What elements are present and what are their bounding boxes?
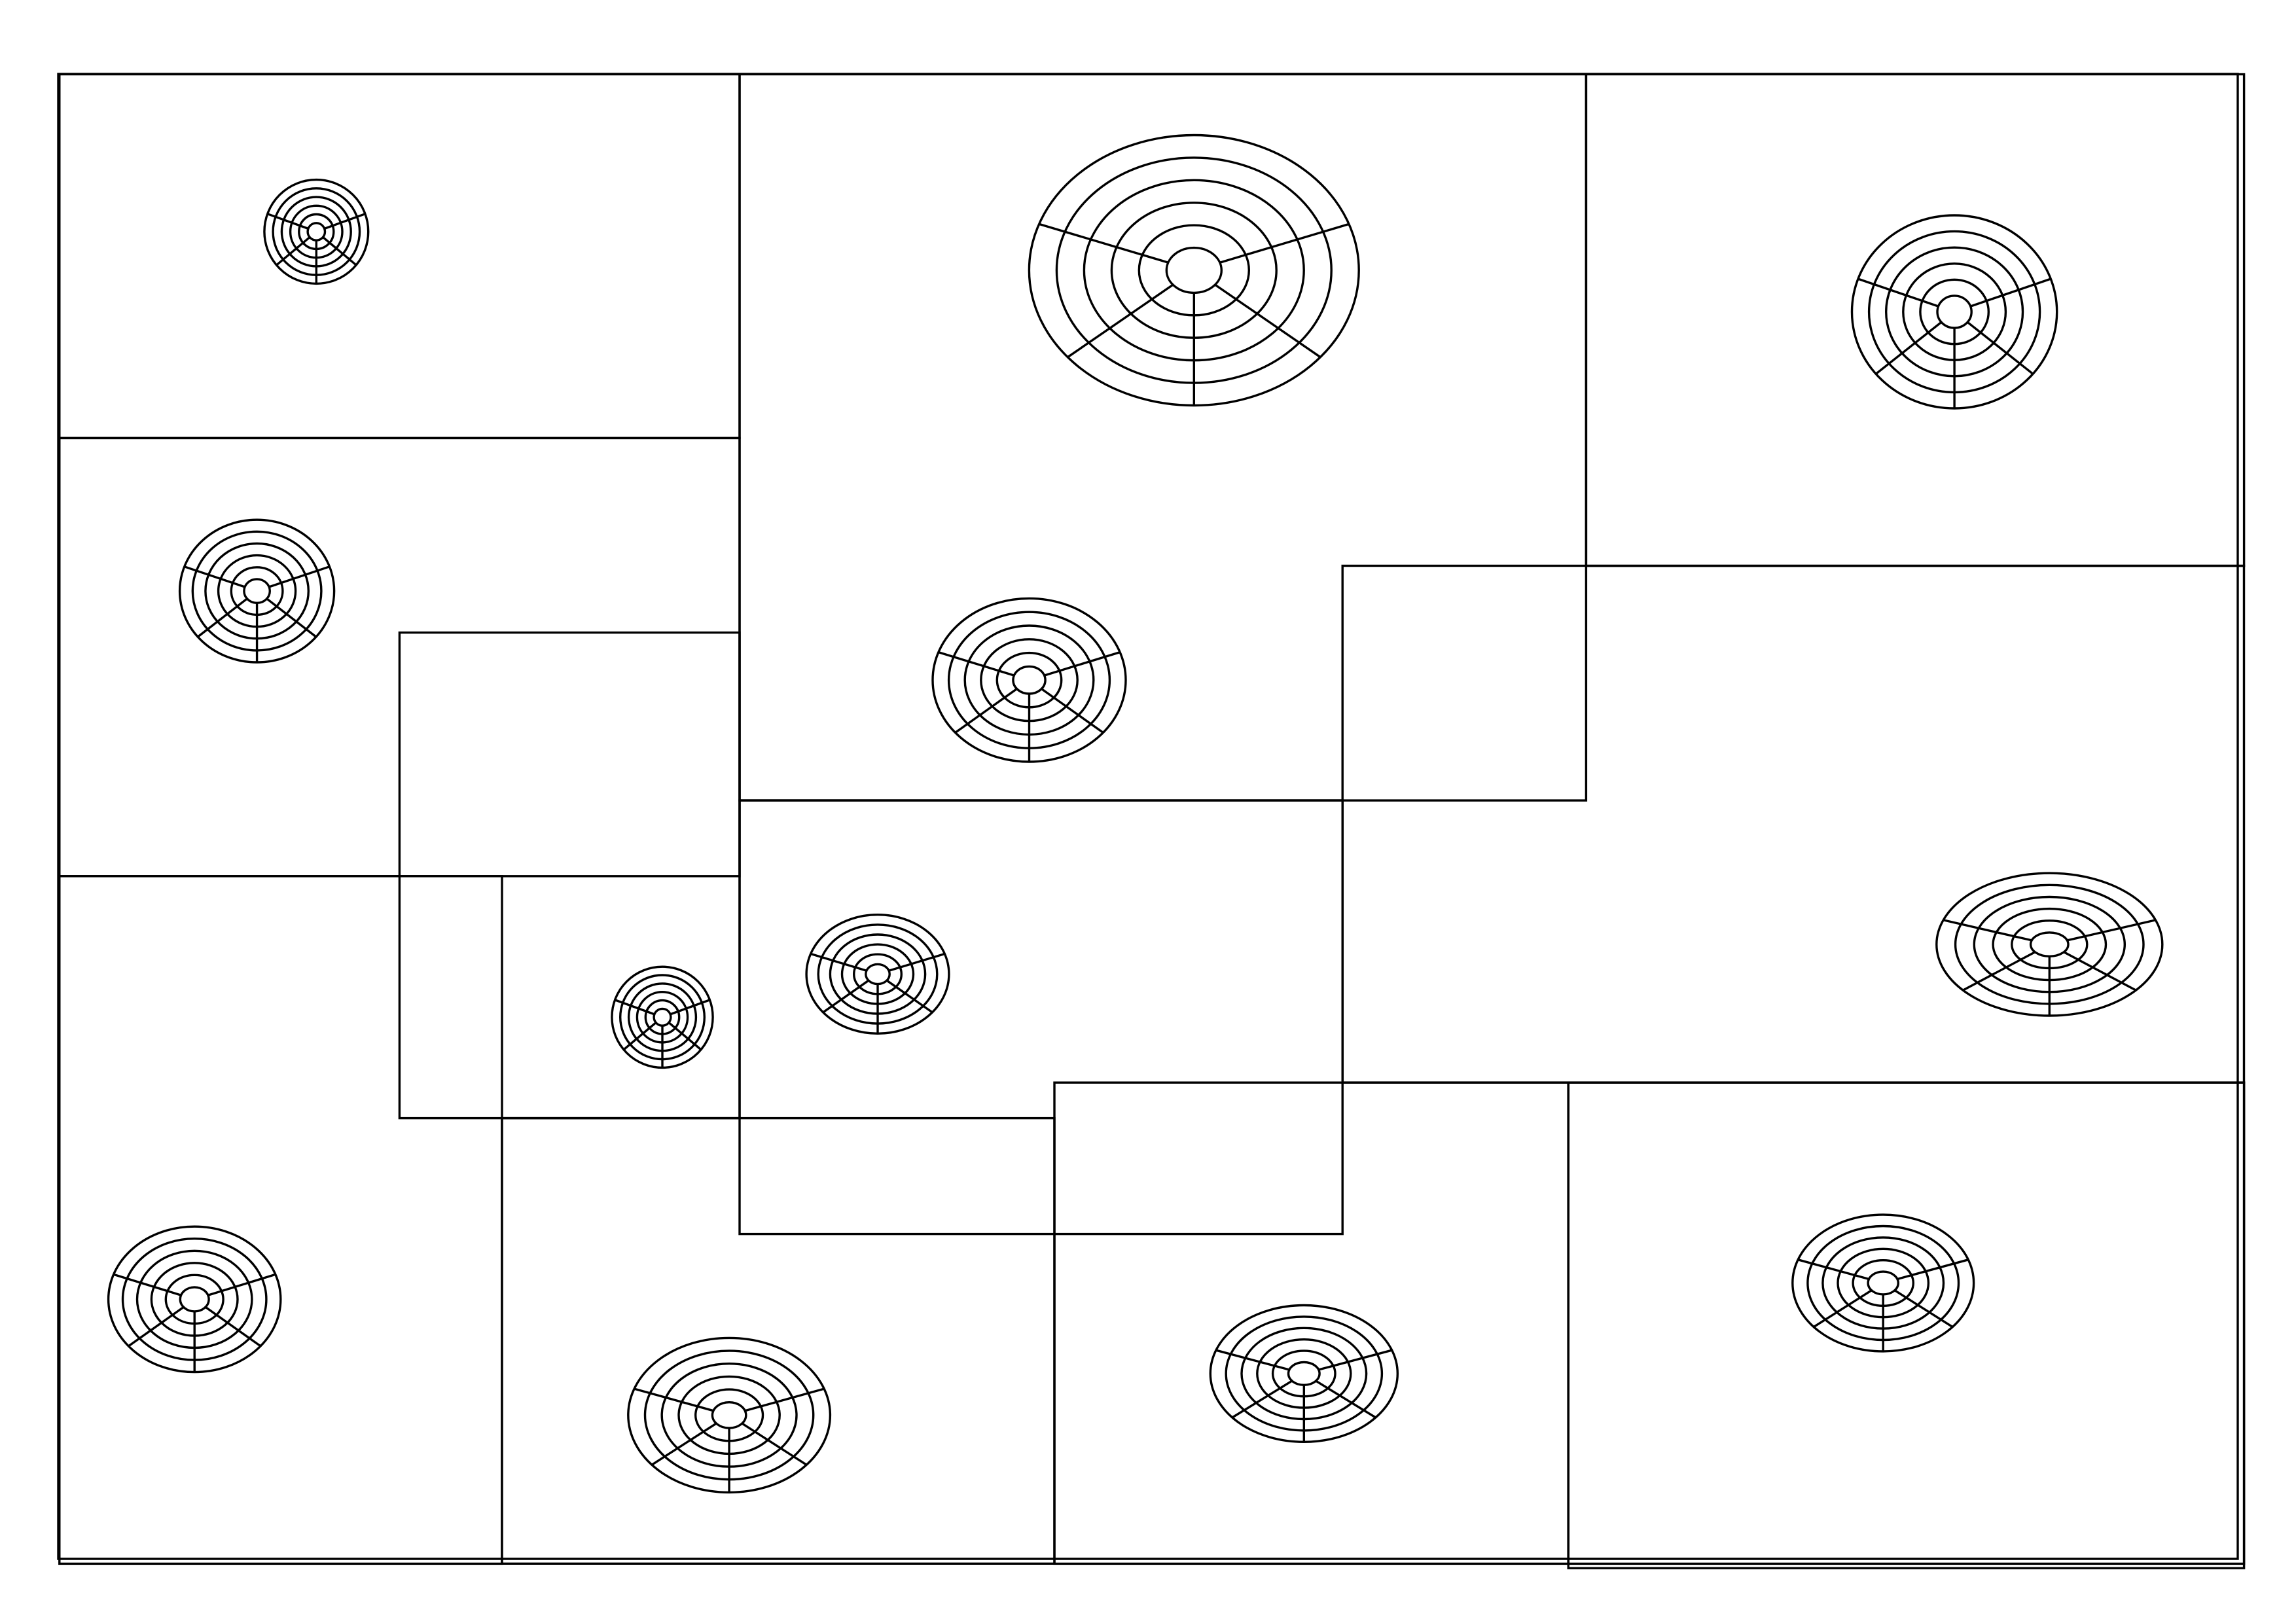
target-spoke	[1893, 1289, 1954, 1329]
target-spoke	[1214, 283, 1321, 359]
target-spoke	[197, 597, 248, 638]
target-spoke	[888, 952, 945, 972]
concentric-target-icon	[263, 178, 370, 285]
target-spoke	[1943, 919, 2032, 942]
target-spoke	[184, 565, 245, 588]
target-spoke	[741, 1422, 808, 1466]
target-spoke	[1967, 321, 2034, 375]
concentric-target-icon	[611, 965, 714, 1069]
target-spoke	[1857, 277, 1939, 308]
target-spoke	[1970, 277, 2051, 308]
target-ring	[263, 178, 370, 285]
target-spoke	[1813, 1289, 1873, 1329]
target-spoke	[2066, 919, 2156, 942]
concentric-target-icon	[178, 518, 336, 664]
target-spoke	[207, 1273, 276, 1296]
target-spoke	[1039, 223, 1169, 264]
panels-layer	[58, 73, 2246, 1569]
target-spoke	[324, 213, 366, 230]
target-spoke	[670, 999, 711, 1016]
concentric-target-icon	[107, 1225, 282, 1374]
targets-layer	[107, 134, 2164, 1494]
target-spoke	[614, 999, 655, 1016]
target-spoke	[1219, 223, 1350, 264]
target-spoke	[1231, 1380, 1293, 1419]
target-spoke	[810, 952, 867, 972]
target-spoke	[1897, 1258, 1969, 1281]
target-spoke	[634, 1387, 714, 1412]
concentric-target-icon	[627, 1336, 832, 1494]
target-spoke	[1875, 321, 1943, 375]
target-spoke	[668, 1022, 702, 1051]
target-spoke	[205, 1306, 262, 1347]
target-spoke	[1797, 1258, 1869, 1281]
target-spoke	[1044, 651, 1121, 677]
target-spoke	[113, 1273, 182, 1296]
target-spoke	[744, 1387, 825, 1412]
concentric-target-icon	[1850, 214, 2058, 410]
concentric-target-icon	[1935, 872, 2164, 1017]
target-spoke	[128, 1306, 185, 1347]
target-spoke	[1041, 688, 1104, 734]
target-spoke	[276, 236, 311, 266]
target-ring	[306, 222, 327, 241]
target-spoke	[1318, 1349, 1393, 1371]
target-spoke	[822, 979, 870, 1014]
concentric-target-icon	[1028, 134, 1360, 407]
concentric-target-icon	[805, 913, 950, 1035]
target-spoke	[886, 979, 933, 1014]
target-spoke	[938, 651, 1014, 677]
concentric-target-icon	[1209, 1304, 1399, 1443]
concentric-target-icon	[931, 597, 1127, 763]
target-spoke	[267, 213, 309, 230]
target-spoke	[1215, 1349, 1290, 1371]
target-spoke	[2063, 951, 2137, 991]
target-spoke	[1962, 951, 2036, 991]
target-ring	[711, 1400, 747, 1429]
target-spoke	[268, 565, 330, 588]
panel-12	[1567, 1081, 2246, 1565]
target-spoke	[1067, 283, 1174, 359]
target-spoke	[322, 236, 357, 266]
target-spoke	[622, 1022, 657, 1051]
target-spoke	[266, 597, 317, 638]
concentric-target-icon	[1791, 1213, 1975, 1353]
target-spoke	[651, 1422, 717, 1466]
target-spoke	[954, 688, 1018, 734]
target-spoke	[1315, 1380, 1376, 1419]
target-ring	[179, 1286, 210, 1313]
